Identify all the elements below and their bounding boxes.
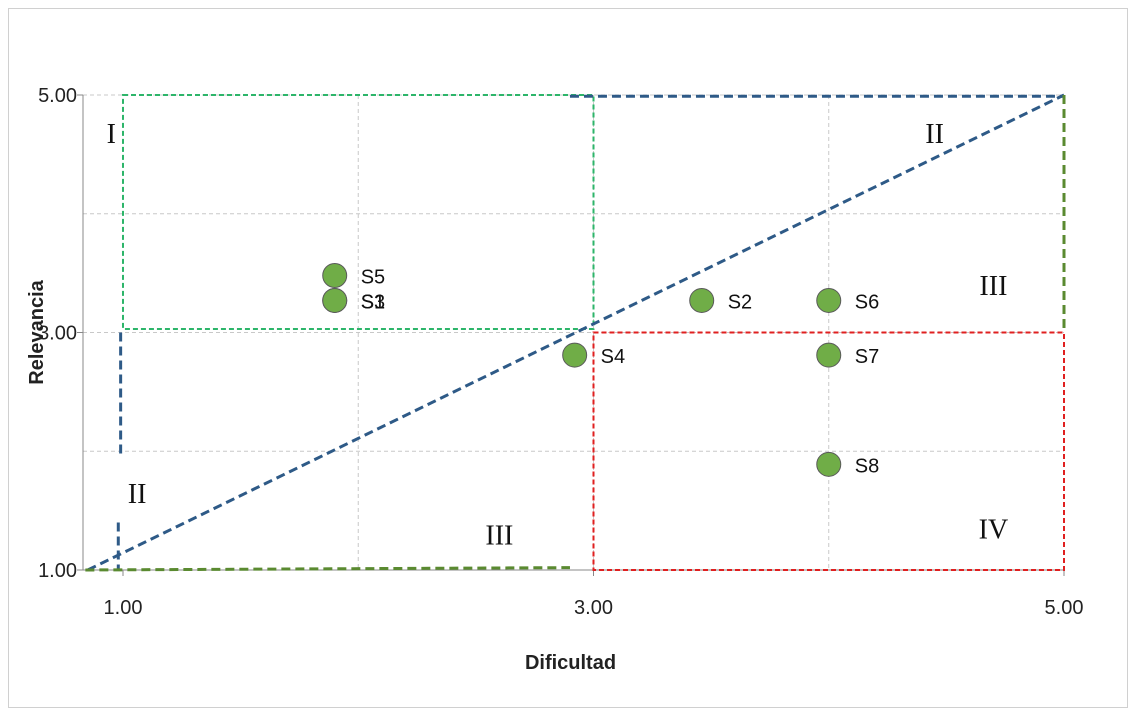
x-axis-title: Dificultad bbox=[525, 652, 616, 674]
point-layer bbox=[322, 263, 842, 477]
guide-line bbox=[85, 566, 570, 572]
point-label: S3 bbox=[361, 291, 385, 313]
point-label: S8 bbox=[855, 455, 879, 477]
zone-label: II bbox=[128, 479, 147, 510]
data-point bbox=[322, 287, 348, 313]
x-tick-label: 5.00 bbox=[1045, 597, 1084, 619]
point-label: S5 bbox=[361, 267, 385, 289]
point-label: S6 bbox=[855, 291, 879, 313]
data-point bbox=[816, 342, 842, 368]
x-tick-label: 3.00 bbox=[574, 597, 613, 619]
axis-layer: 1.00 3.00 5.00 1.00 3.00 5.00 bbox=[38, 85, 1083, 619]
guide-layer bbox=[85, 93, 1066, 572]
data-point bbox=[689, 287, 715, 313]
data-point bbox=[322, 263, 348, 288]
guide-line bbox=[87, 93, 1065, 572]
y-tick-label: 5.00 bbox=[38, 85, 77, 107]
point-label: S1 bbox=[361, 291, 385, 313]
data-point bbox=[816, 287, 842, 313]
data-point bbox=[816, 451, 842, 477]
y-tick-label: 1.00 bbox=[38, 560, 77, 582]
quadrant-box bbox=[592, 331, 1065, 571]
zone-label: II bbox=[925, 119, 944, 150]
x-tick-label: 1.00 bbox=[104, 597, 143, 619]
zone-label: III bbox=[979, 271, 1007, 302]
point-label: S7 bbox=[855, 346, 879, 368]
zone-label: I bbox=[107, 119, 116, 150]
data-point bbox=[562, 342, 588, 368]
point-label: S2 bbox=[728, 291, 752, 313]
point-label: S4 bbox=[601, 346, 625, 368]
chart-frame: 1.00 3.00 5.00 1.00 3.00 5.00 S5 S3 S1 S2 S6 S4 S7 S… bbox=[8, 8, 1128, 708]
zone-label: III bbox=[485, 520, 513, 551]
quadrant-box bbox=[121, 94, 595, 330]
y-tick-label: 3.00 bbox=[38, 323, 77, 345]
zone-label: IV bbox=[979, 514, 1009, 545]
y-axis-title: Relevancia bbox=[26, 279, 48, 384]
